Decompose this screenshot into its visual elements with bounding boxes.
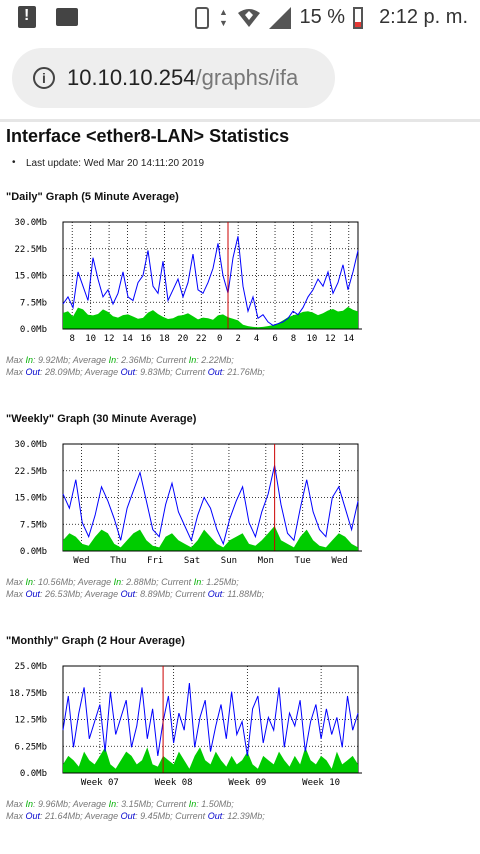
address-bar[interactable]: i 10.10.10.254/graphs/ifa bbox=[12, 48, 335, 108]
last-update: Last update: Wed Mar 20 14:11:20 2019 bbox=[12, 157, 204, 169]
in-traffic-area bbox=[63, 306, 358, 329]
wifi-icon bbox=[237, 8, 261, 28]
cur-out: 21.76Mb bbox=[227, 367, 263, 377]
x-tick-label: 14 bbox=[122, 334, 133, 344]
x-tick-label: Week 08 bbox=[155, 778, 193, 788]
vibrate-icon bbox=[195, 6, 210, 29]
weekly-graph: 30.0Mb 22.5Mb 15.0Mb 7.5Mb 0.0Mb Wed Thu Fri Sat… bbox=[14, 440, 362, 566]
max-in: 10.56Mb bbox=[38, 577, 74, 587]
daily-graph: 30.0Mb 22.5Mb 15.0Mb 7.5Mb 0.0Mb 8 10 12 14 16 18 2… bbox=[14, 218, 362, 344]
x-tick-label: Week 10 bbox=[302, 778, 340, 788]
cur-in: 1.50Mb bbox=[201, 799, 232, 809]
max-out: 28.09Mb bbox=[45, 367, 81, 377]
y-tick-label: 18.75Mb bbox=[9, 689, 47, 699]
battery-icon bbox=[353, 6, 364, 29]
cur-out: 11.88Mb bbox=[227, 589, 262, 599]
y-tick-label: 0.0Mb bbox=[20, 769, 47, 779]
y-tick-label: 22.5Mb bbox=[14, 245, 47, 255]
y-tick-label: 15.0Mb bbox=[14, 272, 47, 282]
x-tick-label: Wed bbox=[331, 556, 347, 566]
daily-graph-title: "Daily" Graph (5 Minute Average) bbox=[6, 191, 179, 203]
x-tick-label: 2 bbox=[235, 334, 240, 344]
x-tick-label: 12 bbox=[104, 334, 115, 344]
in-traffic-area bbox=[63, 526, 358, 551]
x-tick-label: Mon bbox=[258, 556, 274, 566]
url-host: 10.10.10.254 bbox=[67, 65, 196, 90]
avg-out: 8.89Mb bbox=[140, 589, 171, 599]
daily-stats: Max In: 9.92Mb; Average In: 2.36Mb; Curr… bbox=[6, 355, 265, 377]
max-out: 26.53Mb bbox=[45, 589, 81, 599]
x-tick-label: Sun bbox=[221, 556, 237, 566]
x-tick-label: Week 07 bbox=[81, 778, 119, 788]
x-tick-label: Week 09 bbox=[228, 778, 266, 788]
avg-in: 3.15Mb bbox=[121, 799, 152, 809]
max-out: 21.64Mb bbox=[45, 811, 81, 821]
y-tick-label: 25.0Mb bbox=[14, 662, 47, 672]
alert-notification-icon bbox=[18, 6, 36, 28]
out-traffic-line bbox=[62, 465, 359, 546]
monthly-graph: 25.0Mb 18.75Mb 12.5Mb 6.25Mb 0.0Mb Week 07 Wee… bbox=[9, 662, 362, 788]
y-tick-label: 0.0Mb bbox=[20, 547, 47, 557]
x-tick-label: Wed bbox=[73, 556, 89, 566]
info-icon[interactable]: i bbox=[33, 67, 55, 89]
x-tick-label: Sat bbox=[184, 556, 200, 566]
x-tick-label: Thu bbox=[110, 556, 126, 566]
y-tick-label: 7.5Mb bbox=[20, 520, 47, 530]
y-tick-label: 6.25Mb bbox=[14, 742, 47, 752]
x-tick-label: 20 bbox=[177, 334, 188, 344]
monthly-graph-title: "Monthly" Graph (2 Hour Average) bbox=[6, 635, 185, 647]
clock: 2:12 p. m. bbox=[379, 6, 468, 28]
x-tick-label: 14 bbox=[343, 334, 354, 344]
x-tick-label: 12 bbox=[325, 334, 336, 344]
status-bar: ▲▼ 15 % 2:12 p. m. bbox=[0, 0, 480, 38]
image-notification-icon bbox=[56, 8, 78, 26]
weekly-graph-title: "Weekly" Graph (30 Minute Average) bbox=[6, 413, 197, 425]
out-traffic-line bbox=[62, 236, 359, 326]
x-tick-label: 0 bbox=[217, 334, 222, 344]
y-tick-label: 7.5Mb bbox=[20, 298, 47, 308]
cur-out: 12.39Mb bbox=[227, 811, 263, 821]
battery-percent: 15 % bbox=[299, 6, 346, 28]
x-tick-label: Tue bbox=[295, 556, 311, 566]
cell-signal-icon bbox=[269, 6, 292, 29]
data-transfer-icon: ▲ ▼ bbox=[219, 6, 228, 28]
y-tick-label: 30.0Mb bbox=[14, 440, 47, 450]
max-in: 9.92Mb bbox=[38, 355, 69, 365]
page-title: Interface <ether8-LAN> Statistics bbox=[6, 126, 290, 146]
url-text[interactable]: 10.10.10.254/graphs/ifa bbox=[67, 65, 298, 91]
y-tick-label: 22.5Mb bbox=[14, 467, 47, 477]
y-tick-label: 0.0Mb bbox=[20, 325, 47, 335]
cur-in: 2.22Mb bbox=[201, 355, 232, 365]
x-tick-label: 4 bbox=[254, 334, 259, 344]
url-path: /graphs/ifa bbox=[195, 65, 299, 90]
avg-in: 2.36Mb bbox=[121, 355, 152, 365]
x-tick-label: 8 bbox=[70, 334, 75, 344]
x-tick-label: 18 bbox=[159, 334, 170, 344]
x-tick-label: Fri bbox=[147, 556, 163, 566]
toolbar-divider bbox=[0, 119, 480, 122]
x-tick-label: 10 bbox=[306, 334, 317, 344]
avg-out: 9.45Mb bbox=[140, 811, 171, 821]
x-tick-label: 8 bbox=[291, 334, 296, 344]
out-traffic-line bbox=[62, 683, 359, 756]
cur-in: 1.25Mb bbox=[206, 577, 237, 587]
y-tick-label: 30.0Mb bbox=[14, 218, 47, 228]
weekly-stats: Max In: 10.56Mb; Average In: 2.88Mb; Cur… bbox=[6, 577, 265, 599]
x-tick-label: 16 bbox=[141, 334, 152, 344]
avg-in: 2.88Mb bbox=[126, 577, 157, 587]
monthly-stats: Max In: 9.96Mb; Average In: 3.15Mb; Curr… bbox=[6, 799, 265, 821]
avg-out: 9.83Mb bbox=[140, 367, 171, 377]
in-traffic-area bbox=[63, 747, 358, 773]
y-tick-label: 12.5Mb bbox=[14, 716, 47, 726]
x-tick-label: 10 bbox=[85, 334, 96, 344]
y-tick-label: 15.0Mb bbox=[14, 494, 47, 504]
x-tick-label: 22 bbox=[196, 334, 207, 344]
x-tick-label: 6 bbox=[272, 334, 277, 344]
max-in: 9.96Mb bbox=[38, 799, 69, 809]
